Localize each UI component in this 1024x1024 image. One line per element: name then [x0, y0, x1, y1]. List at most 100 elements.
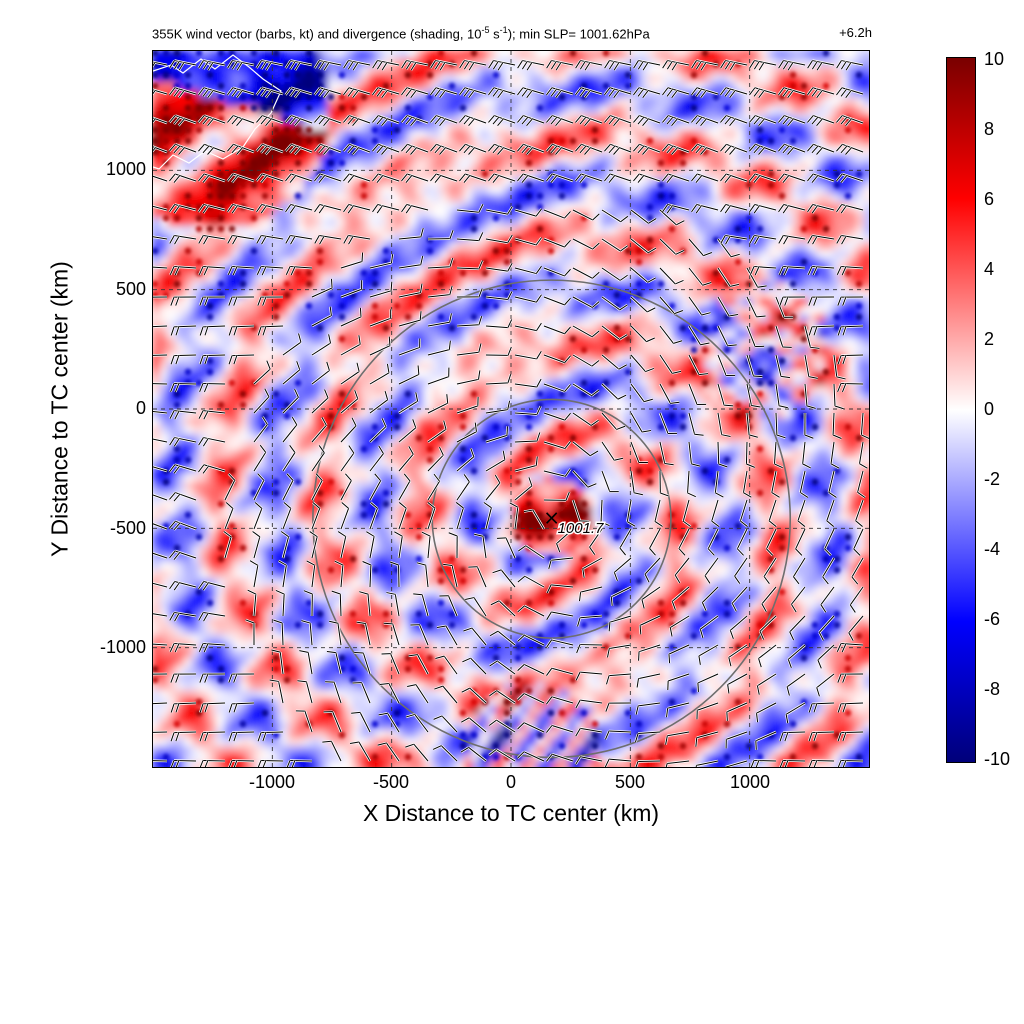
- divergence-cell: [720, 250, 730, 260]
- divergence-cell: [400, 306, 410, 316]
- divergence-cell: [328, 130, 338, 140]
- divergence-cell: [392, 162, 402, 172]
- divergence-cell: [208, 338, 218, 348]
- divergence-cell: [696, 418, 706, 428]
- divergence-cell: [696, 66, 706, 76]
- divergence-cell: [160, 74, 170, 84]
- divergence-cell: [520, 410, 530, 420]
- divergence-cell: [632, 74, 642, 84]
- divergence-cell: [512, 106, 522, 116]
- divergence-cell: [720, 186, 730, 196]
- divergence-cell: [792, 306, 802, 316]
- divergence-cell: [608, 434, 618, 444]
- divergence-cell: [264, 338, 274, 348]
- divergence-cell: [352, 450, 362, 460]
- divergence-cell: [400, 362, 410, 372]
- divergence-cell: [696, 154, 706, 164]
- divergence-cell: [504, 250, 514, 260]
- divergence-cell: [704, 226, 714, 236]
- divergence-cell: [688, 218, 698, 228]
- divergence-cell: [712, 130, 722, 140]
- divergence-cell: [664, 226, 674, 236]
- divergence-cell: [536, 482, 546, 492]
- divergence-cell: [264, 51, 274, 60]
- divergence-cell: [584, 322, 594, 332]
- divergence-cell: [584, 234, 594, 244]
- divergence-cell: [544, 298, 554, 308]
- divergence-cell: [264, 386, 274, 396]
- divergence-cell: [752, 162, 762, 172]
- divergence-cell: [352, 266, 362, 276]
- divergence-cell: [864, 474, 869, 484]
- divergence-cell: [848, 410, 858, 420]
- divergence-cell: [192, 194, 202, 204]
- divergence-cell: [336, 218, 346, 228]
- divergence-cell: [864, 442, 869, 452]
- divergence-cell: [448, 362, 458, 372]
- divergence-cell: [200, 458, 210, 468]
- divergence-cell: [568, 290, 578, 300]
- divergence-cell: [864, 106, 869, 116]
- divergence-cell: [560, 314, 570, 324]
- divergence-cell: [848, 154, 858, 164]
- divergence-cell: [456, 250, 466, 260]
- divergence-cell: [488, 194, 498, 204]
- divergence-cell: [336, 458, 346, 468]
- divergence-cell: [400, 98, 410, 108]
- divergence-cell: [272, 218, 282, 228]
- divergence-cell: [688, 330, 698, 340]
- divergence-cell: [304, 370, 314, 380]
- divergence-cell: [808, 210, 818, 220]
- divergence-cell: [744, 474, 754, 484]
- divergence-cell: [368, 170, 378, 180]
- divergence-cell: [416, 426, 426, 436]
- divergence-cell: [448, 122, 458, 132]
- divergence-cell: [864, 114, 869, 124]
- divergence-cell: [560, 338, 570, 348]
- divergence-cell: [224, 442, 234, 452]
- divergence-cell: [504, 226, 514, 236]
- divergence-cell: [256, 434, 266, 444]
- divergence-cell: [296, 51, 306, 60]
- divergence-cell: [720, 474, 730, 484]
- divergence-cell: [824, 170, 834, 180]
- divergence-cell: [216, 162, 226, 172]
- divergence-cell: [640, 234, 650, 244]
- divergence-cell: [160, 58, 170, 68]
- divergence-cell: [496, 194, 506, 204]
- divergence-cell: [832, 298, 842, 308]
- divergence-cell: [224, 370, 234, 380]
- divergence-cell: [592, 466, 602, 476]
- divergence-cell: [360, 418, 370, 428]
- divergence-cell: [552, 154, 562, 164]
- divergence-cell: [760, 122, 770, 132]
- divergence-cell: [488, 362, 498, 372]
- divergence-cell: [856, 66, 866, 76]
- divergence-cell: [248, 186, 258, 196]
- divergence-cell: [688, 258, 698, 268]
- divergence-cell: [712, 258, 722, 268]
- divergence-cell: [584, 106, 594, 116]
- divergence-cell: [616, 330, 626, 340]
- divergence-cell: [728, 474, 738, 484]
- divergence-cell: [184, 450, 194, 460]
- divergence-cell: [560, 74, 570, 84]
- divergence-cell: [304, 210, 314, 220]
- divergence-cell: [232, 354, 242, 364]
- divergence-cell: [408, 274, 418, 284]
- divergence-cell: [768, 442, 778, 452]
- divergence-cell: [272, 442, 282, 452]
- divergence-cell: [424, 242, 434, 252]
- divergence-cell: [416, 154, 426, 164]
- divergence-cell: [232, 330, 242, 340]
- divergence-cell: [784, 266, 794, 276]
- divergence-cell: [288, 482, 298, 492]
- divergence-cell: [288, 194, 298, 204]
- divergence-cell: [208, 482, 218, 492]
- divergence-cell: [448, 162, 458, 172]
- divergence-cell: [712, 434, 722, 444]
- divergence-cell: [424, 386, 434, 396]
- divergence-cell: [472, 90, 482, 100]
- divergence-cell: [648, 250, 658, 260]
- divergence-cell: [344, 450, 354, 460]
